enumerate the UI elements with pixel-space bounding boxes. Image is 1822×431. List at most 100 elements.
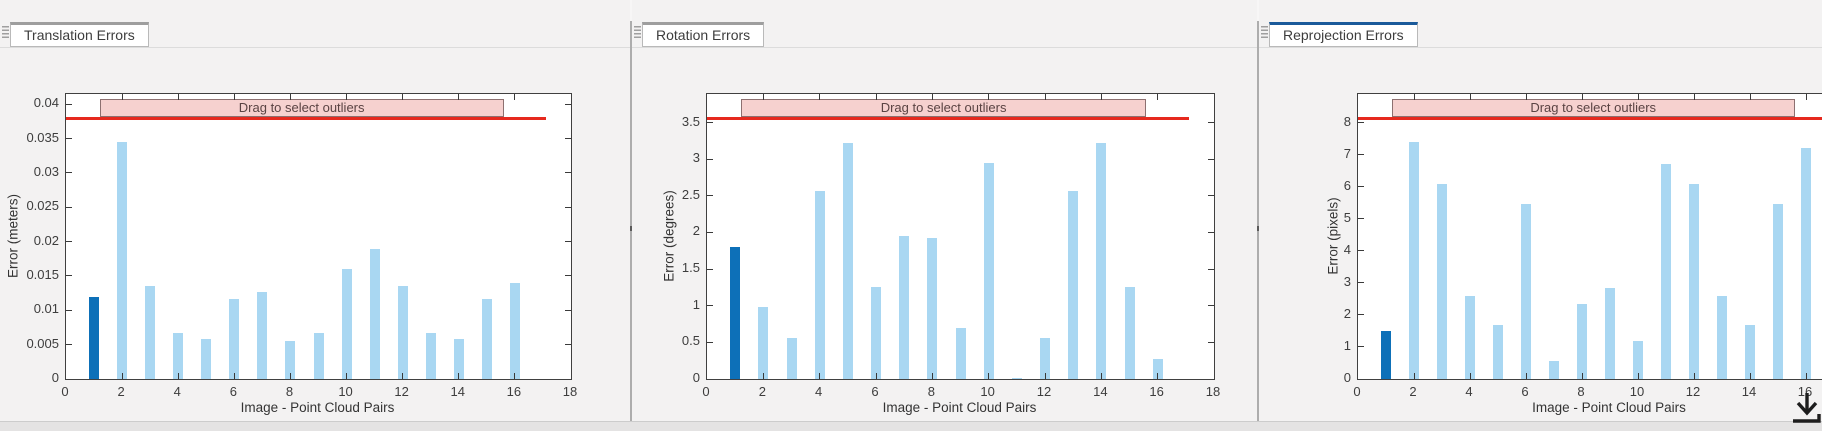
plot-area[interactable]: Drag to select outliers: [1357, 93, 1822, 380]
outlier-threshold-line[interactable]: [66, 116, 546, 120]
plot-area[interactable]: Drag to select outliers: [65, 93, 572, 380]
bar-15[interactable]: [481, 299, 492, 379]
y-tick-label: 1: [692, 296, 700, 312]
bar-13[interactable]: [1717, 295, 1727, 379]
x-tick: [931, 373, 933, 379]
bar-8[interactable]: [927, 238, 938, 379]
y-tick-label: 0.035: [26, 129, 59, 145]
bar-15[interactable]: [1124, 287, 1135, 379]
y-tick: [66, 206, 72, 208]
x-tick: [177, 373, 179, 379]
x-tick-top: [346, 94, 348, 100]
x-tick-label: 8: [1577, 384, 1585, 399]
y-tick-label: 0.03: [33, 163, 59, 179]
drag-grip-icon[interactable]: [2, 26, 9, 39]
tab-rotation-errors[interactable]: Rotation Errors: [642, 22, 765, 47]
y-tick: [66, 172, 72, 174]
x-tick-top: [458, 94, 460, 100]
bar-10[interactable]: [983, 162, 994, 379]
bar-5[interactable]: [1493, 324, 1503, 379]
x-tick-label: 12: [1685, 384, 1701, 399]
plot-panel-reprojection-errors: Reprojection Errors Drag to select outlie…: [1259, 0, 1822, 430]
drag-grip-icon[interactable]: [1261, 26, 1268, 39]
bar-3[interactable]: [1437, 183, 1447, 379]
bar-4[interactable]: [814, 191, 825, 379]
y-tick: [1358, 250, 1364, 252]
y-tick-label: 3: [692, 150, 700, 166]
bar-14[interactable]: [453, 339, 464, 379]
drag-grip-icon[interactable]: [634, 26, 641, 39]
bar-11[interactable]: [1661, 164, 1671, 379]
y-tick-right: [1208, 158, 1214, 160]
bar-14[interactable]: [1745, 324, 1755, 379]
bar-7[interactable]: [1549, 361, 1559, 379]
y-tick-right: [565, 103, 571, 105]
x-tick-label: 6: [871, 384, 879, 399]
bar-12[interactable]: [397, 286, 408, 379]
bar-2[interactable]: [117, 142, 128, 379]
outlier-banner[interactable]: Drag to select outliers: [1391, 99, 1795, 117]
bar-7[interactable]: [257, 292, 268, 379]
bar-5[interactable]: [201, 339, 212, 379]
bottom-strip: [0, 421, 1822, 431]
x-tick-label: 0: [702, 384, 710, 399]
bar-10[interactable]: [1633, 340, 1643, 379]
bar-9[interactable]: [313, 333, 324, 379]
outlier-banner[interactable]: Drag to select outliers: [99, 99, 504, 117]
bar-6[interactable]: [1521, 204, 1531, 379]
x-tick-label: 2: [117, 384, 125, 399]
y-tick-right: [1208, 341, 1214, 343]
bar-10[interactable]: [341, 269, 352, 379]
y-tick: [707, 231, 713, 233]
bar-5[interactable]: [842, 143, 853, 379]
plot-area[interactable]: Drag to select outliers: [706, 93, 1215, 380]
bar-13[interactable]: [1068, 191, 1079, 379]
panel-splitter[interactable]: [630, 21, 632, 430]
bar-11[interactable]: [369, 249, 380, 379]
x-tick: [514, 373, 516, 379]
bar-1[interactable]: [89, 296, 100, 379]
outlier-threshold-line[interactable]: [707, 116, 1189, 120]
x-tick-label: 4: [815, 384, 823, 399]
bar-14[interactable]: [1096, 143, 1107, 379]
bar-1[interactable]: [730, 247, 741, 379]
bar-12[interactable]: [1689, 183, 1699, 379]
bar-6[interactable]: [229, 299, 240, 379]
x-tick-label: 14: [1741, 384, 1757, 399]
tab-reprojection-errors[interactable]: Reprojection Errors: [1269, 22, 1418, 47]
bar-2[interactable]: [758, 307, 769, 379]
x-tick: [1157, 373, 1159, 379]
x-tick-top: [1044, 94, 1046, 100]
bar-7[interactable]: [899, 236, 910, 379]
bar-11[interactable]: [1011, 377, 1022, 379]
bar-2[interactable]: [1409, 142, 1419, 379]
outlier-banner-label: Drag to select outliers: [1530, 100, 1657, 116]
bar-15[interactable]: [1773, 204, 1783, 379]
bar-4[interactable]: [1465, 295, 1475, 379]
dock-figure-icon[interactable]: [1789, 390, 1822, 428]
bar-3[interactable]: [786, 337, 797, 379]
bar-4[interactable]: [173, 333, 184, 379]
bar-6[interactable]: [871, 287, 881, 379]
bar-16[interactable]: [509, 282, 520, 379]
bar-12[interactable]: [1040, 337, 1050, 379]
y-tick-right: [565, 344, 571, 346]
y-tick-right: [565, 206, 571, 208]
bar-13[interactable]: [425, 333, 436, 379]
tab-translation-errors[interactable]: Translation Errors: [10, 22, 149, 47]
bar-8[interactable]: [1577, 303, 1587, 379]
bar-16[interactable]: [1152, 359, 1163, 379]
bar-9[interactable]: [1605, 287, 1615, 379]
bar-8[interactable]: [285, 340, 296, 379]
bar-9[interactable]: [955, 327, 966, 379]
y-tick-label: 0.04: [33, 95, 59, 111]
x-tick-label: 10: [980, 384, 995, 399]
outlier-threshold-line[interactable]: [1358, 116, 1822, 120]
bar-3[interactable]: [145, 286, 156, 379]
panel-splitter[interactable]: [1257, 21, 1259, 430]
y-tick: [1358, 346, 1364, 348]
outlier-banner[interactable]: Drag to select outliers: [740, 99, 1147, 117]
bar-1[interactable]: [1381, 330, 1391, 379]
y-tick-label: 1: [1343, 337, 1351, 353]
bar-16[interactable]: [1801, 148, 1811, 379]
